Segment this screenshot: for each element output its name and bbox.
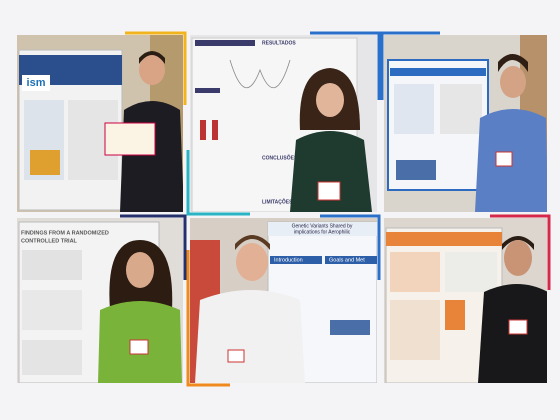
poster-text: RESULTADOS <box>262 40 296 46</box>
accent-corner <box>490 214 551 290</box>
accent-corner <box>186 250 230 387</box>
accent-corner <box>380 31 440 100</box>
photo-3 <box>384 35 547 212</box>
poster-text: Genetic Variants Shared by <box>292 223 353 229</box>
poster-text: CONCLUSÕES <box>262 154 298 161</box>
photo-5: Genetic Variants Shared by implications … <box>190 218 377 383</box>
poster-text: FINDINGS FROM A RANDOMIZED <box>21 230 109 236</box>
photo-6 <box>384 218 547 383</box>
accent-corner <box>125 31 187 105</box>
accent-corner <box>120 214 187 280</box>
poster-text: Goals and Met <box>329 257 365 263</box>
accent-corner <box>186 150 250 216</box>
poster-text: implications for Aerophilic <box>294 229 351 235</box>
poster-text: CONTROLLED TRIAL <box>21 238 78 244</box>
accent-corner <box>320 214 381 280</box>
poster-text: LIMITAÇÕES <box>262 198 293 205</box>
poster-text: ism <box>27 77 46 89</box>
photo-4: FINDINGS FROM A RANDOMIZED CONTROLLED TR… <box>17 218 183 383</box>
photo-1: ism <box>17 35 183 212</box>
photo-2: RESULTADOS CONCLUSÕES LIMITAÇÕES <box>190 35 377 212</box>
accent-corner <box>310 31 381 100</box>
poster-text: Introduction <box>274 257 303 263</box>
